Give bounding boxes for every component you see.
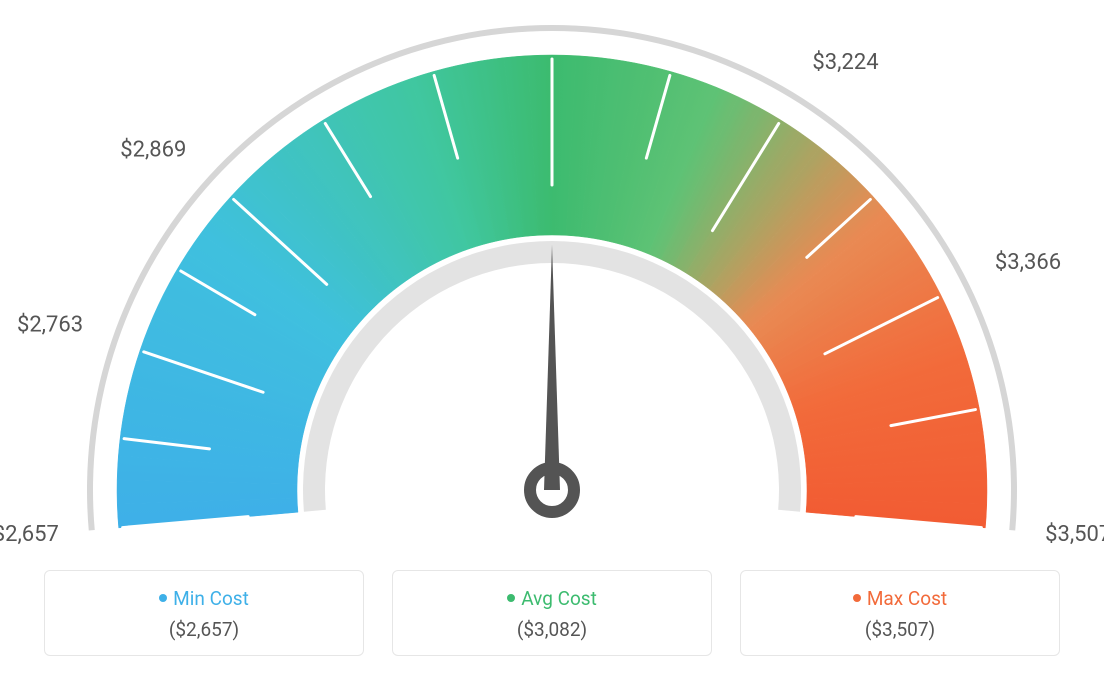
legend-label: Avg Cost — [403, 587, 701, 610]
tick-label: $3,224 — [812, 50, 878, 75]
legend-dot — [507, 594, 515, 602]
legend-dot — [159, 594, 167, 602]
legend-label-text: Avg Cost — [521, 587, 597, 610]
legend-value: ($3,507) — [751, 618, 1049, 641]
tick-label: $2,657 — [0, 522, 59, 547]
legend-value: ($2,657) — [55, 618, 353, 641]
legend-row: Min Cost ($2,657) Avg Cost ($3,082) Max Cost… — [0, 570, 1104, 656]
tick-label: $2,763 — [17, 312, 83, 337]
legend-dot — [853, 594, 861, 602]
gauge-chart: $2,657 $2,763 $2,869 $3,082 $3,224 $3,366 $3,5… — [0, 0, 1104, 560]
gauge-svg: $2,657 $2,763 $2,869 $3,082 $3,224 $3,366 $3,5… — [0, 0, 1104, 560]
legend-card: Min Cost ($2,657) — [44, 570, 364, 656]
tick-label: $3,366 — [995, 250, 1061, 275]
legend-label: Min Cost — [55, 587, 353, 610]
gauge-needle — [544, 245, 560, 490]
tick-label: $3,507 — [1045, 522, 1104, 547]
legend-value: ($3,082) — [403, 618, 701, 641]
legend-card: Avg Cost ($3,082) — [392, 570, 712, 656]
legend-card: Max Cost ($3,507) — [740, 570, 1060, 656]
tick-label: $2,869 — [120, 137, 186, 162]
legend-label-text: Max Cost — [867, 587, 947, 610]
legend-label-text: Min Cost — [173, 587, 249, 610]
tick-label: $3,082 — [519, 0, 585, 1]
legend-label: Max Cost — [751, 587, 1049, 610]
